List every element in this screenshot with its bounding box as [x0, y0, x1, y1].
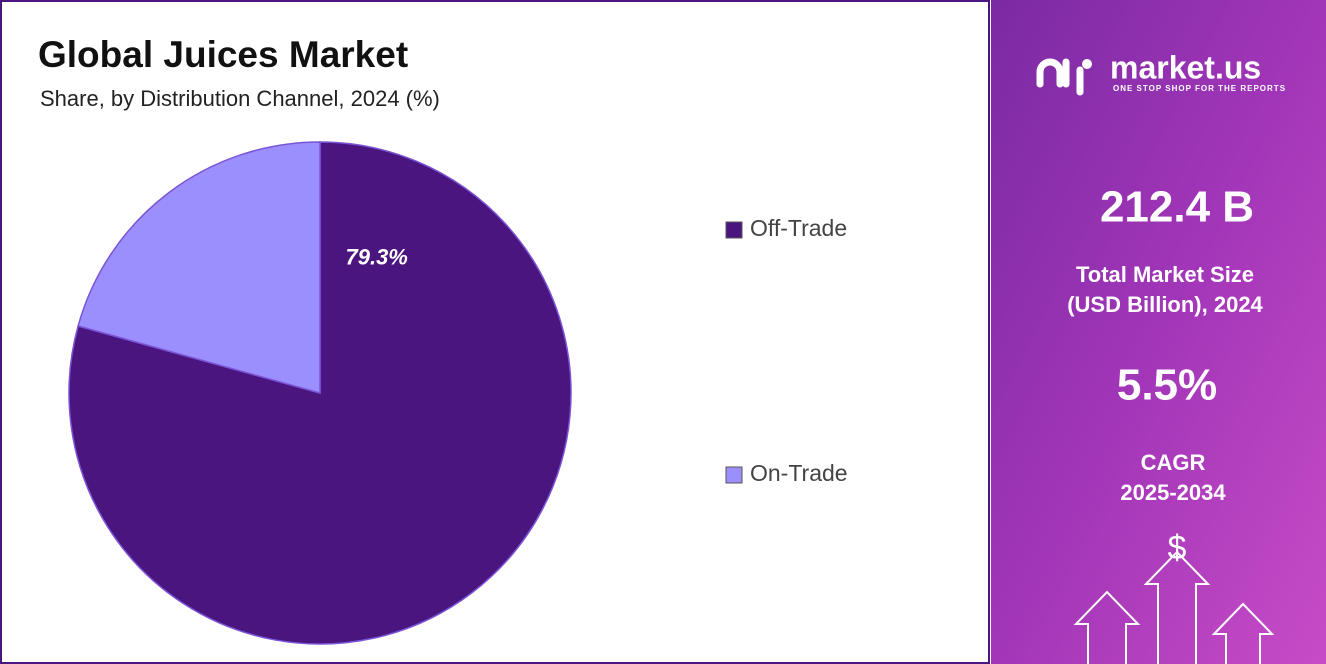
- legend-swatch: [725, 221, 743, 239]
- cagr-label: CAGR: [1141, 450, 1206, 475]
- market-size: 212.4 B: [1100, 183, 1254, 232]
- logo: market.us ONE STOP SHOP FOR THE REPORTS: [1036, 49, 1286, 96]
- chart-title: Global Juices Market: [38, 34, 408, 75]
- cagr-label: 2025-2034: [1120, 480, 1226, 505]
- brand: market.us: [1110, 49, 1261, 85]
- pie-slice: [77, 141, 321, 394]
- chart-subtitle: Share, by Distribution Channel, 2024 (%): [40, 86, 440, 111]
- legend: Off-Trade On-Trade: [725, 215, 848, 486]
- pie: 79.3%: [68, 141, 572, 645]
- value-label: 79.3%: [345, 245, 407, 270]
- dollar-icon: $: [1168, 529, 1187, 567]
- legend-label: On-Trade: [750, 460, 848, 486]
- legend-label: Off-Trade: [750, 215, 847, 241]
- tagline: ONE STOP SHOP FOR THE REPORTS: [1113, 84, 1286, 93]
- legend-swatch: [725, 466, 743, 484]
- side-panel: [991, 0, 1326, 664]
- arrows: [1073, 550, 1275, 664]
- cagr: 5.5%: [1117, 361, 1217, 410]
- market-size-label: (USD Billion), 2024: [1067, 292, 1263, 317]
- market-size-label: Total Market Size: [1076, 262, 1254, 287]
